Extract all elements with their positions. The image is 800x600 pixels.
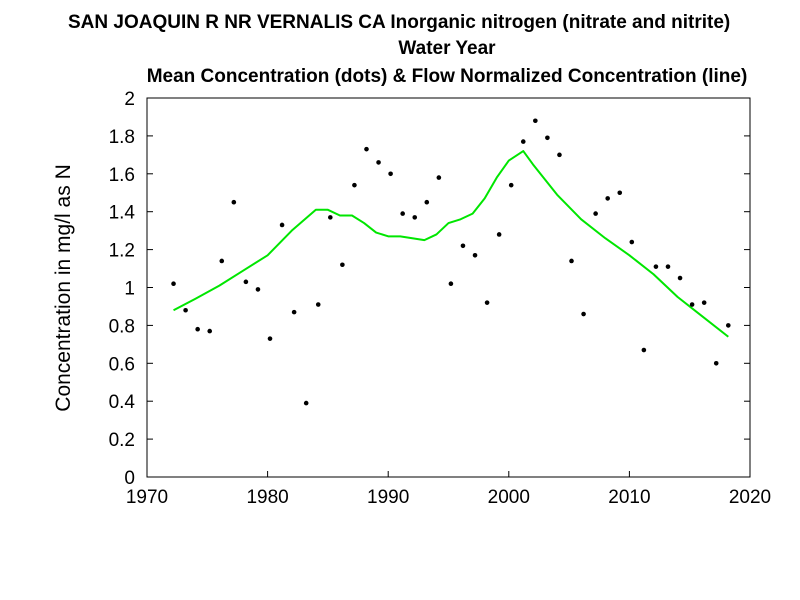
x-tick-label: 1970 (126, 487, 168, 508)
mean-concentration-dot (279, 222, 285, 228)
mean-concentration-dot (436, 175, 442, 180)
mean-concentration-dot (195, 326, 200, 332)
plot-frame (146, 97, 751, 478)
mean-concentration-dot (689, 302, 695, 307)
y-tick-label: 0.2 (109, 430, 135, 451)
chart-title-line-1: SAN JOAQUIN R NR VERNALIS CA Inorganic n… (68, 12, 731, 33)
mean-concentration-dot (557, 152, 562, 158)
mean-concentration-dot (569, 258, 574, 264)
mean-concentration-dot (629, 239, 635, 245)
mean-concentration-dot (303, 400, 309, 406)
x-tick-label: 1990 (367, 487, 409, 508)
mean-concentration-dot (171, 281, 176, 287)
flow-normalized-line-layer (173, 150, 729, 338)
mean-concentration-dot (400, 211, 405, 216)
y-tick-label: 1.4 (109, 203, 136, 224)
mean-concentration-dot (653, 264, 659, 269)
mean-concentration-dot (448, 281, 454, 287)
chart-title-line-2: Water Year (398, 38, 496, 59)
mean-concentration-dot (713, 361, 719, 366)
x-tick-label: 2000 (488, 487, 530, 508)
mean-concentration-dot (231, 199, 237, 205)
x-tick-label: 1980 (246, 487, 288, 508)
mean-concentration-dot (460, 243, 466, 249)
y-tick-label: 1.8 (109, 127, 135, 148)
mean-concentration-dot (291, 309, 297, 315)
mean-concentration-dot (472, 252, 478, 258)
mean-concentration-dot (725, 323, 731, 328)
mean-concentration-dot (701, 300, 707, 305)
mean-concentration-dot (581, 311, 586, 317)
mean-concentration-dot (340, 262, 345, 268)
flow-normalized-concentration-line (173, 150, 729, 338)
x-tick-label: 2020 (729, 487, 771, 508)
mean-concentration-dot (605, 196, 610, 201)
mean-concentration-dot (207, 328, 213, 334)
mean-concentration-dot (243, 279, 249, 285)
mean-concentration-dot (641, 347, 647, 353)
y-tick-label: 2 (124, 89, 135, 110)
mean-concentration-dot (665, 264, 671, 269)
mean-concentration-dot (424, 199, 430, 205)
y-tick-label: 0.8 (109, 316, 135, 337)
mean-concentration-dot (219, 258, 225, 264)
mean-concentration-dot (617, 190, 623, 196)
mean-concentration-dot (255, 287, 261, 292)
mean-concentration-dot (388, 171, 393, 177)
mean-concentration-dot (496, 232, 502, 237)
mean-concentration-dot (677, 275, 683, 281)
y-axis-title: Concentration in mg/l as N (52, 164, 75, 411)
mean-concentration-dot (315, 302, 321, 307)
y-tick-label: 0.4 (109, 392, 136, 413)
y-tick-label: 1.2 (109, 241, 135, 262)
x-tick-label: 2010 (608, 487, 650, 508)
chart-title-line-3: Mean Concentration (dots) & Flow Normali… (146, 66, 748, 87)
mean-concentration-dot (328, 215, 333, 220)
mean-concentration-dot (183, 307, 188, 313)
y-tick-label: 0.6 (109, 354, 135, 375)
mean-concentration-dot (508, 182, 514, 188)
mean-concentration-dot (352, 182, 357, 188)
mean-concentration-dot (533, 118, 538, 124)
mean-concentration-dot (593, 211, 598, 216)
mean-concentration-dots-layer (171, 118, 731, 406)
y-tick-label: 1.6 (109, 165, 135, 186)
y-tick-label: 1 (124, 279, 135, 300)
mean-concentration-dot (412, 215, 418, 220)
axes: 1970 1980 1990 2000 2010 2020 0 0.2 0.4 0.6 0.8 1 1.… (109, 89, 772, 508)
mean-concentration-dot (545, 135, 550, 141)
mean-concentration-dot (267, 336, 273, 341)
y-tick-label: 0 (124, 468, 135, 489)
mean-concentration-dot (520, 139, 526, 144)
mean-concentration-dot (364, 146, 369, 152)
mean-concentration-dot (484, 300, 490, 305)
mean-concentration-dot (376, 160, 381, 165)
